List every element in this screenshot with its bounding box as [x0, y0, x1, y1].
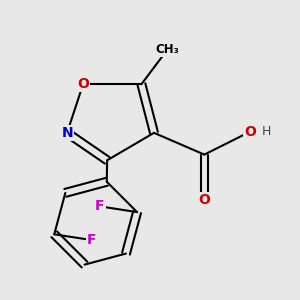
- Text: F: F: [95, 200, 105, 213]
- Text: O: O: [198, 193, 210, 207]
- Text: H: H: [261, 125, 271, 138]
- Text: N: N: [61, 126, 73, 140]
- Text: O: O: [77, 77, 89, 91]
- Text: CH₃: CH₃: [155, 44, 179, 56]
- Text: F: F: [87, 233, 96, 247]
- Text: O: O: [244, 125, 256, 139]
